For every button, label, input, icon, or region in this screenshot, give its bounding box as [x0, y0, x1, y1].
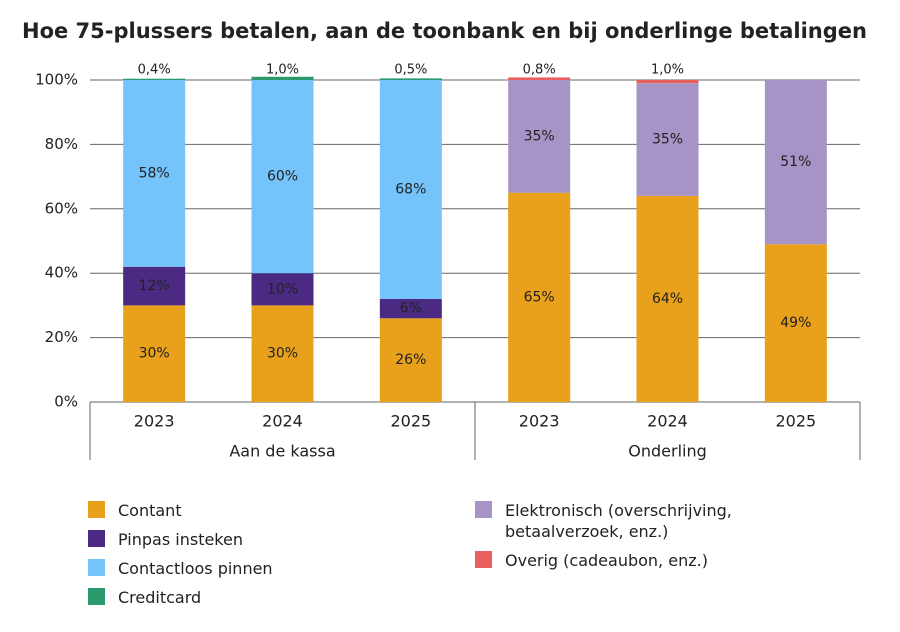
data-label: 64%: [652, 291, 683, 307]
bar-segment: [764, 244, 827, 402]
legend-swatch: [475, 551, 492, 568]
legend-swatch: [88, 530, 105, 547]
y-tick-label: 80%: [45, 135, 78, 153]
legend-item: Contant: [88, 500, 182, 521]
x-tick-label: 2024: [647, 412, 688, 431]
y-tick-label: 0%: [54, 393, 78, 411]
data-label: 6%: [400, 301, 422, 317]
legend-item: Elektronisch (overschrijving, betaalverz…: [475, 500, 735, 542]
x-tick-label: 2023: [519, 412, 560, 431]
x-tick-label: 2025: [390, 412, 431, 431]
data-label: 12%: [139, 278, 170, 294]
bar-segment: [636, 195, 699, 402]
x-tick-label: 2025: [775, 412, 816, 431]
data-label: 0,4%: [138, 63, 171, 78]
data-label: 1,0%: [266, 63, 299, 78]
data-label: 35%: [652, 132, 683, 148]
data-label: 10%: [267, 281, 298, 297]
bar-segment: [251, 80, 314, 274]
data-label: 1,0%: [651, 63, 684, 78]
data-label: 30%: [139, 346, 170, 362]
legend-swatch: [88, 501, 105, 518]
bar-segment: [508, 77, 571, 80]
legend-label: Elektronisch (overschrijving, betaalverz…: [505, 501, 732, 541]
data-label: 0,5%: [394, 63, 427, 78]
data-label: 35%: [524, 128, 555, 144]
bar-segment: [379, 80, 442, 299]
bar-segment: [251, 273, 314, 306]
legend-label: Contant: [118, 501, 182, 520]
bar-segment: [379, 318, 442, 402]
data-label: 51%: [780, 154, 811, 170]
data-label: 58%: [139, 165, 170, 181]
legend-item: Creditcard: [88, 587, 201, 608]
bar-segment: [123, 305, 186, 402]
data-label: 30%: [267, 346, 298, 362]
legend-label: Contactloos pinnen: [118, 559, 273, 578]
data-label: 49%: [780, 315, 811, 331]
bar-segment: [379, 78, 442, 80]
legend-item: Pinpas insteken: [88, 529, 243, 550]
data-label: 0,8%: [523, 63, 556, 78]
bar-segment: [508, 192, 571, 402]
data-label: 26%: [395, 352, 426, 368]
chart-title: Hoe 75-plussers betalen, aan de toonbank…: [22, 19, 867, 43]
bar-segment: [123, 266, 186, 306]
legend-label: Overig (cadeaubon, enz.): [505, 551, 708, 570]
bar-segment: [379, 298, 442, 319]
data-label: 60%: [267, 169, 298, 185]
legend-label: Pinpas insteken: [118, 530, 243, 549]
data-label: 68%: [395, 181, 426, 197]
x-tick-label: 2024: [262, 412, 303, 431]
bar-segment: [508, 80, 571, 193]
legend-swatch: [475, 501, 492, 518]
y-tick-label: 60%: [45, 199, 78, 217]
bar-segment: [251, 76, 314, 80]
y-tick-label: 40%: [45, 264, 78, 282]
bar-segment: [636, 83, 699, 196]
legend-swatch: [88, 559, 105, 576]
legend-item: Contactloos pinnen: [88, 558, 273, 579]
y-tick-label: 100%: [35, 71, 78, 89]
legend-item: Overig (cadeaubon, enz.): [475, 550, 735, 571]
legend-label: Creditcard: [118, 588, 202, 607]
group-label: Onderling: [628, 442, 707, 461]
bar-segment: [123, 78, 186, 80]
bar-segment: [251, 305, 314, 402]
bar-segment: [123, 80, 186, 267]
group-label: Aan de kassa: [229, 442, 335, 461]
data-label: 65%: [524, 289, 555, 305]
y-tick-label: 20%: [45, 328, 78, 346]
bar-segment: [764, 80, 827, 245]
legend-swatch: [88, 588, 105, 605]
bar-segment: [636, 80, 699, 84]
x-tick-label: 2023: [134, 412, 175, 431]
